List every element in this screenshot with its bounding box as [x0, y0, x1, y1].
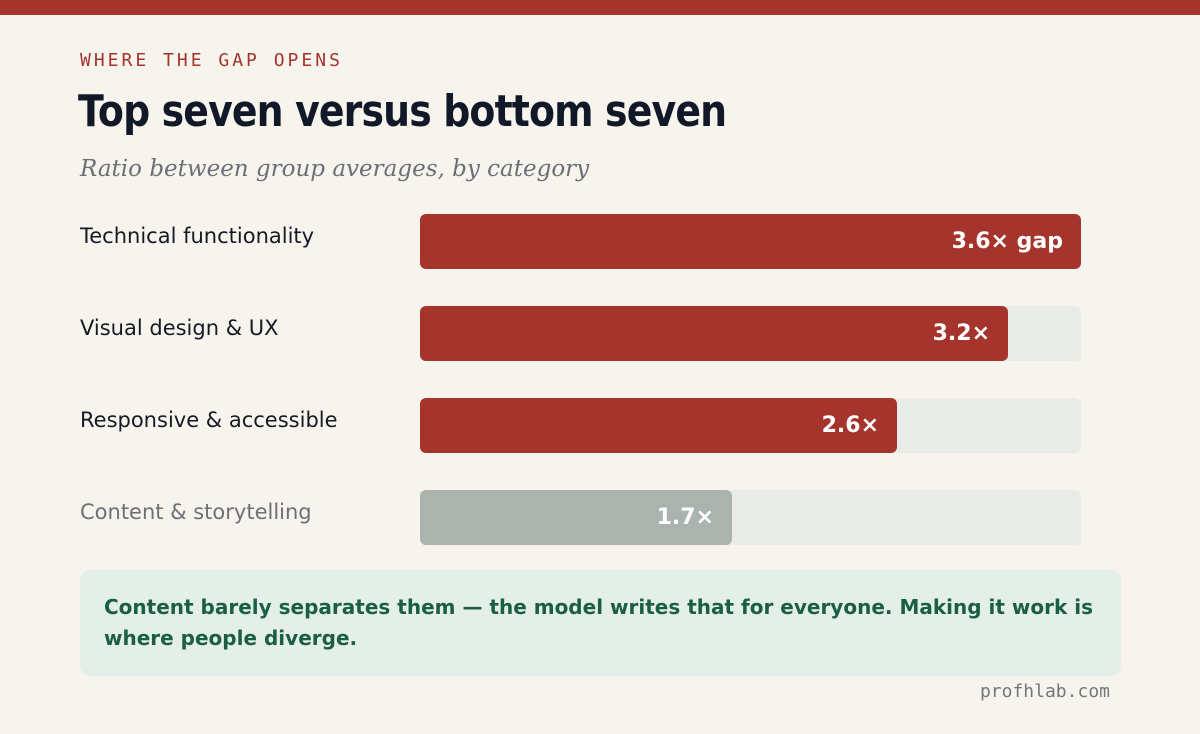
- category-label: Technical functionality: [80, 224, 315, 248]
- kicker-label: WHERE THE GAP OPENS: [80, 50, 343, 71]
- bar-value-label: 2.6×: [821, 413, 879, 438]
- bar-row: Visual design & UX 3.2×: [0, 306, 1200, 362]
- chart-subtitle: Ratio between group averages, by categor…: [80, 156, 590, 182]
- callout-note: Content barely separates them — the mode…: [80, 570, 1121, 676]
- bar-row: Technical functionality 3.6× gap: [0, 214, 1200, 270]
- bar-row: Content & storytelling 1.7×: [0, 490, 1200, 546]
- top-accent-rule: [0, 0, 1200, 15]
- bar: 2.6×: [420, 398, 897, 453]
- bar-track: 1.7×: [420, 490, 1081, 545]
- source-credit: profhlab.com: [979, 681, 1110, 702]
- callout-note-text: Content barely separates them — the mode…: [104, 595, 1094, 650]
- bar: 3.6× gap: [420, 214, 1081, 269]
- bar-value-label: 3.6× gap: [951, 229, 1063, 254]
- bar-track: 2.6×: [420, 398, 1081, 453]
- bar: 3.2×: [420, 306, 1008, 361]
- bar-value-label: 1.7×: [656, 505, 714, 530]
- bar-track: 3.2×: [420, 306, 1081, 361]
- bar: 1.7×: [420, 490, 732, 545]
- category-label: Responsive & accessible: [80, 408, 338, 432]
- category-label: Visual design & UX: [80, 316, 279, 340]
- bar-row: Responsive & accessible 2.6×: [0, 398, 1200, 454]
- bar-track: 3.6× gap: [420, 214, 1081, 269]
- chart-title: Top seven versus bottom seven: [78, 86, 727, 137]
- category-label: Content & storytelling: [80, 500, 312, 524]
- bar-value-label: 3.2×: [932, 321, 990, 346]
